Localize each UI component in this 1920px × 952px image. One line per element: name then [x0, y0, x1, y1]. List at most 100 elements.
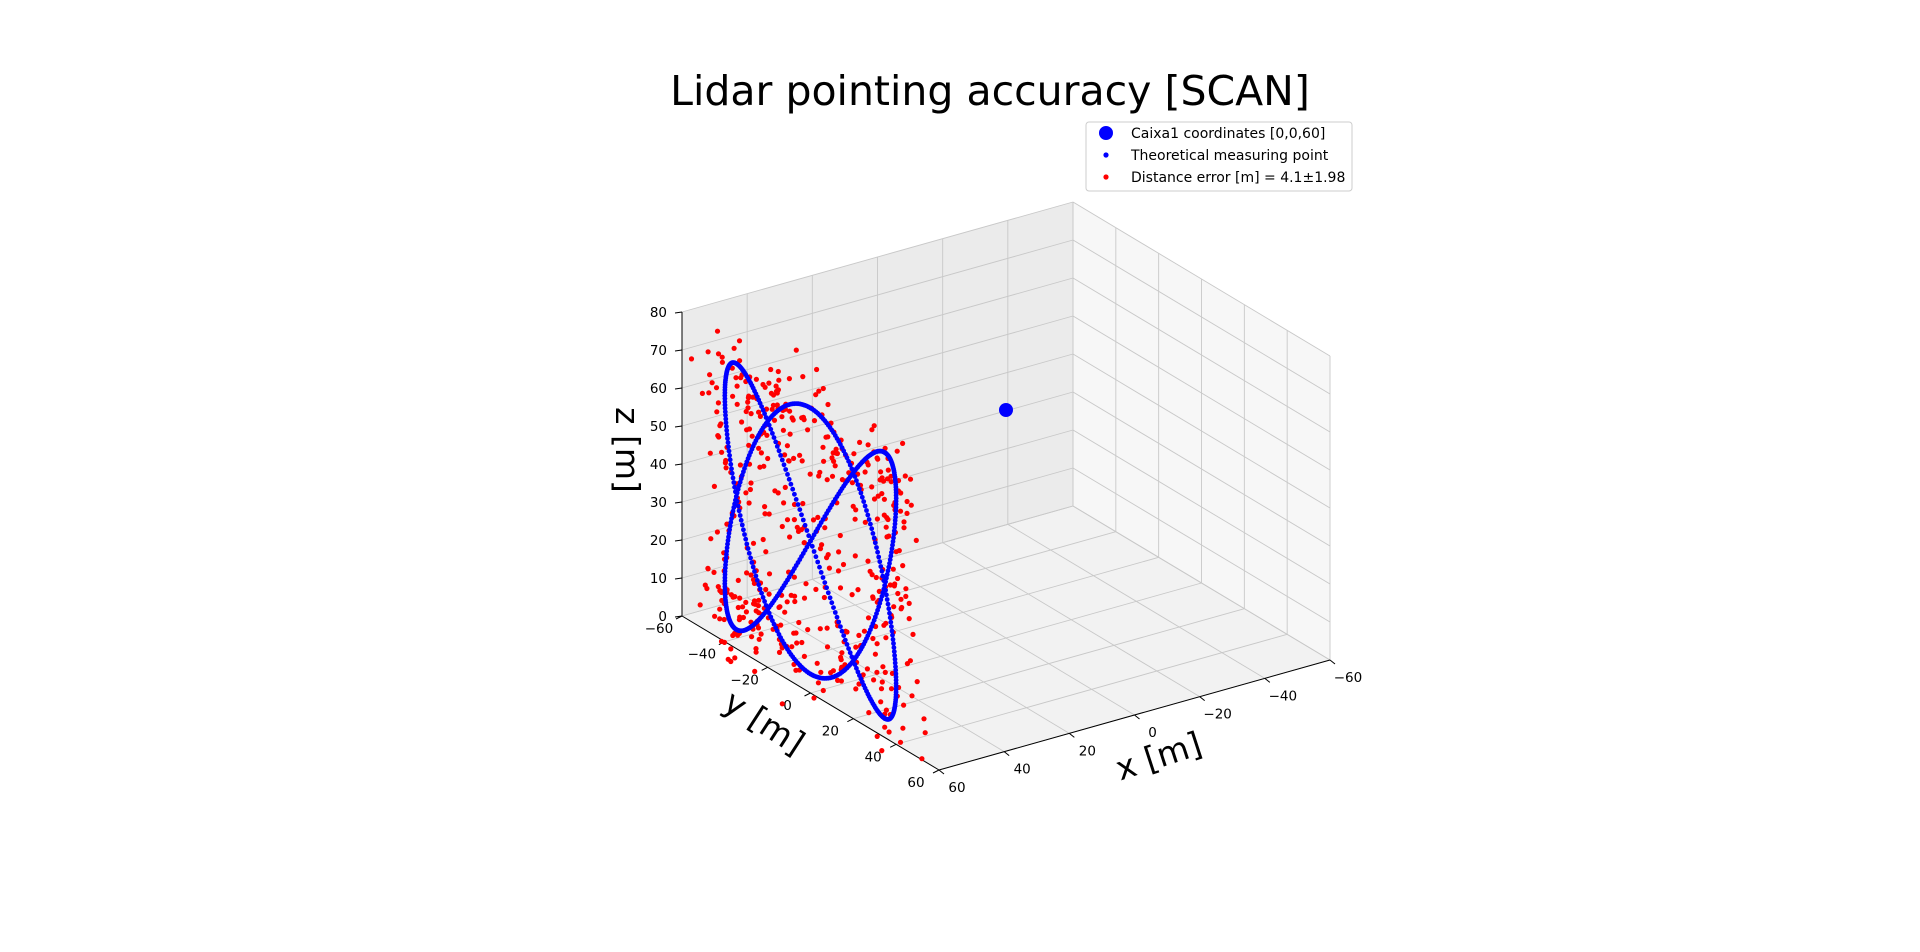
theoretical-point: [723, 420, 729, 426]
legend-label-measured: Distance error [m] = 4.1±1.98: [1131, 170, 1345, 186]
measured-point: [756, 445, 762, 451]
theoretical-point: [892, 653, 897, 658]
measured-point: [903, 586, 909, 592]
grid-line: [724, 531, 1116, 643]
theoretical-point: [731, 505, 737, 510]
measured-point: [749, 634, 755, 640]
measured-point: [824, 644, 831, 650]
theoretical-point: [739, 522, 745, 528]
theoretical-point: [884, 597, 890, 602]
theoretical-point: [726, 530, 732, 536]
measured-point: [895, 575, 901, 582]
theoretical-point: [891, 531, 897, 537]
theoretical-point: [809, 543, 815, 549]
measured-point: [894, 448, 900, 454]
measured-point: [750, 394, 756, 400]
measured-point: [878, 469, 884, 475]
grid-line: [1072, 201, 1331, 357]
measured-point: [884, 476, 891, 482]
theoretical-point: [770, 431, 775, 436]
theoretical-point: [889, 550, 894, 555]
measured-point: [732, 630, 738, 637]
measured-point: [895, 590, 901, 597]
measured-point: [717, 616, 723, 622]
theoretical-point: [722, 409, 728, 415]
theoretical-point: [729, 516, 734, 521]
theoretical-point: [723, 412, 728, 418]
measured-point: [762, 511, 768, 517]
measured-point: [824, 477, 830, 483]
theoretical-point: [792, 491, 797, 497]
theoretical-point: [743, 536, 749, 542]
measured-point: [790, 417, 796, 423]
x-tick-label: 0: [1148, 725, 1157, 741]
theoretical-point: [892, 660, 898, 666]
z-tick-label: 40: [650, 457, 667, 473]
measured-point: [769, 406, 775, 412]
theoretical-point: [883, 587, 888, 593]
y-tick-label: 0: [783, 698, 792, 714]
theoretical-point: [742, 532, 747, 537]
measured-point: [900, 440, 906, 446]
theoretical-point: [741, 527, 746, 533]
measured-point: [751, 601, 757, 607]
theoretical-point: [827, 595, 833, 601]
measured-point: [879, 491, 885, 497]
grid-line: [1072, 505, 1331, 661]
measured-point: [713, 385, 720, 391]
x-tick-mark: [1134, 714, 1140, 720]
theoretical-point: [729, 512, 735, 518]
measured-point: [869, 484, 875, 490]
theoretical-point: [829, 600, 835, 606]
theoretical-point: [858, 490, 864, 496]
measured-point: [906, 600, 912, 607]
theoretical-point: [779, 457, 785, 463]
measured-point: [862, 519, 868, 525]
measured-point: [888, 479, 894, 485]
measured-point: [791, 574, 798, 580]
measured-point: [875, 456, 881, 462]
measured-point: [781, 500, 787, 506]
measured-point: [900, 725, 906, 731]
theoretical-point: [785, 472, 790, 477]
measured-point: [771, 417, 778, 423]
legend-box: [1085, 121, 1353, 192]
measured-point: [782, 484, 788, 490]
measured-point: [881, 622, 887, 628]
theoretical-point: [844, 642, 850, 647]
measured-point: [737, 462, 744, 468]
measured-point: [855, 587, 861, 593]
measured-point: [776, 649, 783, 656]
theoretical-point: [877, 559, 883, 565]
measured-point: [723, 465, 729, 471]
theoretical-point: [800, 517, 806, 523]
theoretical-point: [768, 426, 774, 432]
measured-point: [913, 537, 919, 544]
measured-point: [824, 625, 830, 631]
measured-point: [766, 511, 772, 517]
y-tick-mark: [761, 666, 768, 671]
measured-point: [817, 626, 823, 632]
theoretical-point: [882, 583, 888, 588]
measured-point: [750, 540, 757, 546]
measured-point: [717, 423, 723, 429]
measured-point: [714, 328, 721, 334]
theoretical-point: [887, 561, 892, 566]
theoretical-point: [793, 497, 799, 502]
measured-point: [838, 654, 844, 661]
measured-point: [736, 617, 743, 623]
theoretical-point: [865, 512, 871, 518]
theoretical-point: [876, 554, 882, 560]
measured-point: [743, 490, 749, 496]
measured-point: [699, 390, 706, 396]
measured-point: [749, 433, 755, 439]
measured-point: [873, 574, 879, 581]
measured-point: [835, 568, 842, 574]
theoretical-point: [891, 535, 896, 541]
measured-point: [874, 641, 880, 647]
measured-point: [910, 631, 916, 638]
x-tick-mark: [1003, 751, 1010, 757]
measured-point: [901, 525, 907, 531]
theoretical-point: [759, 590, 764, 596]
z-tick-label: 80: [650, 305, 667, 321]
